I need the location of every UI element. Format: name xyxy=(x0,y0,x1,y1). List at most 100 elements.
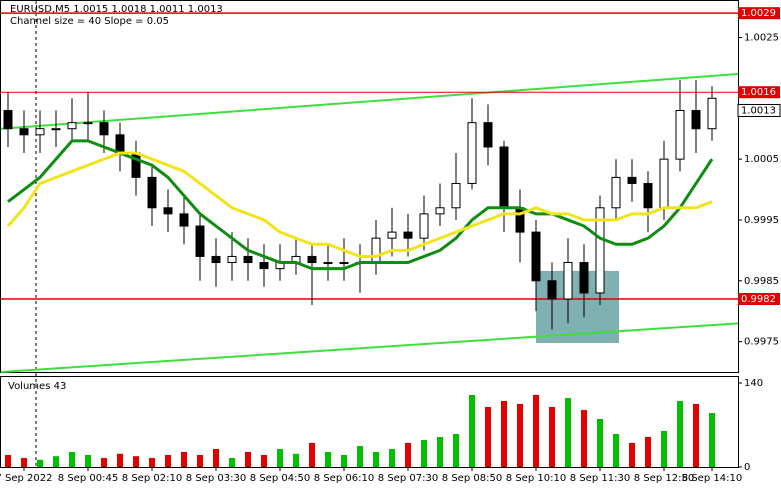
candle-body xyxy=(371,237,381,264)
volume-bar xyxy=(613,434,619,467)
volume-bar xyxy=(421,440,427,467)
level-label-box xyxy=(738,7,780,20)
candle-body xyxy=(83,122,93,125)
volume-bar xyxy=(325,452,331,467)
candle-body xyxy=(451,182,461,209)
volume-bar xyxy=(341,455,347,467)
candle-body xyxy=(195,225,205,257)
candle-body xyxy=(211,255,221,264)
last-price-box xyxy=(737,103,781,117)
volume-bar xyxy=(661,431,667,467)
volume-bar xyxy=(549,407,555,467)
volume-bar xyxy=(229,458,235,467)
candle-body xyxy=(403,231,413,239)
price-panel xyxy=(0,0,739,373)
volume-bar xyxy=(581,410,587,467)
volume-bar xyxy=(645,437,651,467)
candle-body xyxy=(643,182,653,209)
candle-body xyxy=(531,231,541,282)
candle-body xyxy=(611,176,621,209)
volume-bar xyxy=(213,449,219,467)
volume-bar xyxy=(69,452,75,467)
x-tick-label: 8 Sep 04:50 xyxy=(250,473,310,484)
level-label-box xyxy=(738,86,780,99)
x-tick-label: 8 Sep 00:45 xyxy=(58,473,118,484)
level-label: 1.0016 xyxy=(741,87,776,98)
candle-body xyxy=(419,213,429,239)
x-tick-label: 8 Sep 07:30 xyxy=(378,473,438,484)
candle-body xyxy=(323,262,333,265)
x-tick-label: 8 Sep 10:10 xyxy=(506,473,566,484)
volume-bar xyxy=(469,395,475,467)
x-tick-label: 8 Sep 14:10 xyxy=(682,473,742,484)
volume-bar xyxy=(389,449,395,467)
candle-body xyxy=(579,262,589,294)
level-label: 1.0029 xyxy=(741,8,776,19)
volume-bar xyxy=(21,458,27,467)
volume-title: Volumes 43 xyxy=(8,381,66,392)
volume-bar xyxy=(277,449,283,467)
channel-line xyxy=(0,322,739,373)
candle-body xyxy=(547,280,557,300)
x-tick-label: 8 Sep 03:30 xyxy=(186,473,246,484)
candle-body xyxy=(243,255,253,264)
volume-bar xyxy=(197,455,203,467)
volume-bar xyxy=(117,453,123,467)
candle-body xyxy=(675,109,685,160)
x-tick-label: 8 Sep 02:10 xyxy=(122,473,182,484)
candle-body xyxy=(627,176,637,184)
volume-bar xyxy=(453,434,459,467)
volume-bar xyxy=(533,395,539,467)
volume-bar xyxy=(629,443,635,467)
volume-bar xyxy=(37,459,43,467)
volume-bar xyxy=(357,446,363,467)
volume-bar xyxy=(693,404,699,467)
volume-tick-label: 140 xyxy=(744,378,763,389)
y-tick-label: 1.0005 xyxy=(744,154,779,165)
candle-body xyxy=(467,122,477,184)
volume-bar xyxy=(101,458,107,467)
y-tick-label: 1.0025 xyxy=(744,32,779,43)
candle-body xyxy=(499,146,509,209)
volume-bar xyxy=(597,419,603,467)
candle-body xyxy=(707,97,717,130)
volume-bar xyxy=(53,456,59,467)
candle-body xyxy=(227,255,237,264)
x-tick-label: 8 Sep 12:50 xyxy=(634,473,694,484)
candle-body xyxy=(563,262,573,300)
volume-bar xyxy=(437,437,443,467)
volume-bar xyxy=(405,443,411,467)
y-tick-label: 0.9995 xyxy=(744,215,779,226)
volume-bar xyxy=(517,404,523,467)
level-label-box xyxy=(738,293,780,306)
volume-panel xyxy=(0,376,739,468)
volume-bar xyxy=(293,453,299,467)
indicator-caption: Channel size = 40 Slope = 0.05 xyxy=(10,16,169,27)
chart-title: EURUSD,M5 1.0015 1.0018 1.0011 1.0013 xyxy=(10,4,223,15)
candle-body xyxy=(339,262,349,265)
volume-bar xyxy=(709,413,715,467)
volume-bar xyxy=(677,401,683,467)
candle-body xyxy=(387,231,397,239)
candle-body xyxy=(595,207,605,294)
y-tick-label: 0.9985 xyxy=(744,276,779,287)
candle-body xyxy=(99,122,109,136)
candle-body xyxy=(147,176,157,209)
candle-body xyxy=(115,134,125,154)
volume-bar xyxy=(165,455,171,467)
candle-body xyxy=(67,122,77,130)
volume-bar xyxy=(245,452,251,467)
volume-tick-label: 0 xyxy=(744,462,750,473)
candle-body xyxy=(3,109,13,130)
candle-body xyxy=(179,213,189,227)
candle-body xyxy=(307,255,317,264)
volume-bar xyxy=(565,398,571,467)
level-label: 0.9982 xyxy=(741,294,776,305)
candle-body xyxy=(691,109,701,130)
candle-body xyxy=(35,128,45,136)
candle-body xyxy=(483,122,493,148)
volume-bar xyxy=(309,443,315,467)
volume-bar xyxy=(5,455,11,467)
